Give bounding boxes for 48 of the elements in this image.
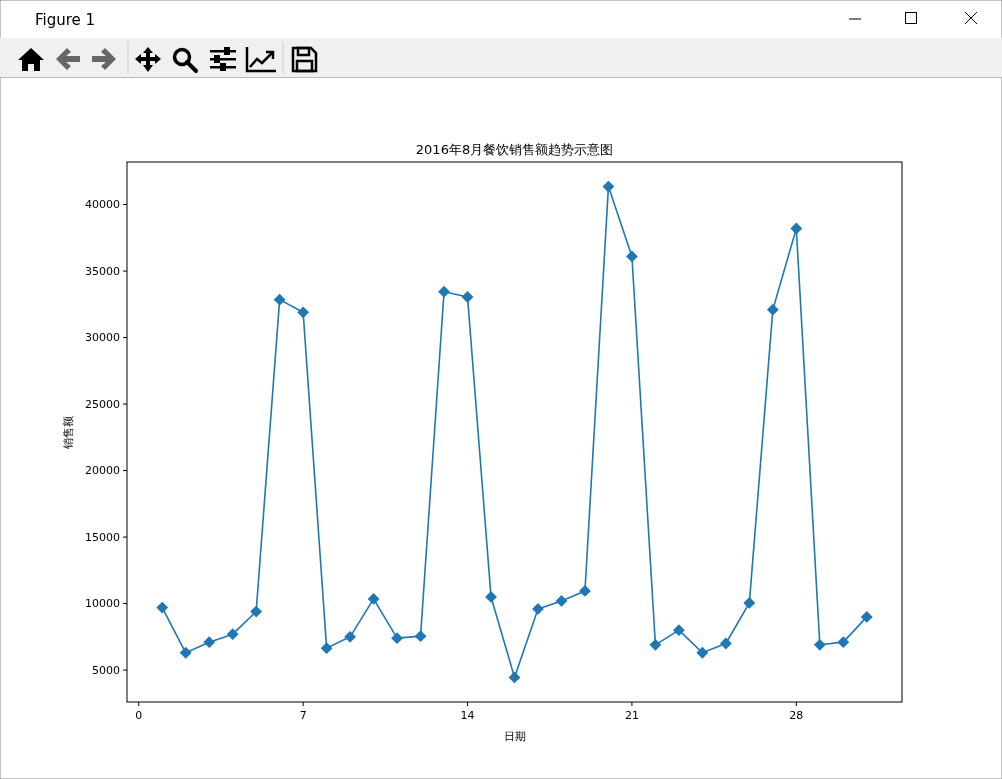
point	[508, 671, 521, 684]
point	[250, 605, 263, 618]
caption: Figure 1	[35, 11, 96, 29]
point	[367, 593, 380, 605]
point	[579, 585, 591, 597]
point	[532, 602, 544, 615]
point	[626, 250, 638, 263]
y-axis-title: 销售额	[62, 415, 75, 450]
point	[602, 180, 615, 193]
point	[156, 601, 169, 614]
point	[555, 595, 568, 607]
point	[461, 291, 474, 303]
point	[837, 636, 850, 649]
y-tick-label: 25000	[85, 397, 120, 411]
point	[649, 638, 662, 651]
point	[790, 222, 803, 235]
chart-title: 2016年8月餐饮销售额趋势示意图	[415, 142, 614, 157]
point	[719, 637, 732, 650]
y-tick-label: 30000	[85, 331, 120, 345]
point	[485, 591, 497, 603]
point	[320, 642, 333, 655]
point	[672, 624, 685, 637]
y-tick-label: 5000	[92, 663, 120, 677]
x-tick-label: 21	[624, 709, 639, 722]
point	[297, 306, 310, 319]
point	[813, 638, 826, 651]
point	[203, 636, 216, 649]
x-axis-title: 日期	[503, 730, 526, 743]
point	[696, 646, 709, 659]
point	[179, 646, 192, 659]
y-tick-label: 15000	[85, 530, 120, 544]
y-tick-label: 40000	[85, 198, 120, 212]
y-tick-label: 35000	[85, 264, 120, 278]
x-tick-label: 7	[299, 709, 307, 722]
x-tick-label: 28	[789, 709, 804, 722]
x-tick-label: 14	[460, 709, 475, 722]
x-tick-label: 0	[135, 709, 143, 722]
point	[391, 632, 403, 645]
point	[860, 610, 873, 623]
point	[766, 303, 779, 316]
point	[273, 293, 286, 306]
point	[743, 597, 756, 609]
point	[414, 630, 427, 643]
point	[226, 628, 239, 641]
y-tick-label: 10000	[85, 597, 120, 611]
point	[438, 285, 450, 298]
y-tick-label: 20000	[85, 464, 120, 478]
point	[344, 630, 357, 643]
